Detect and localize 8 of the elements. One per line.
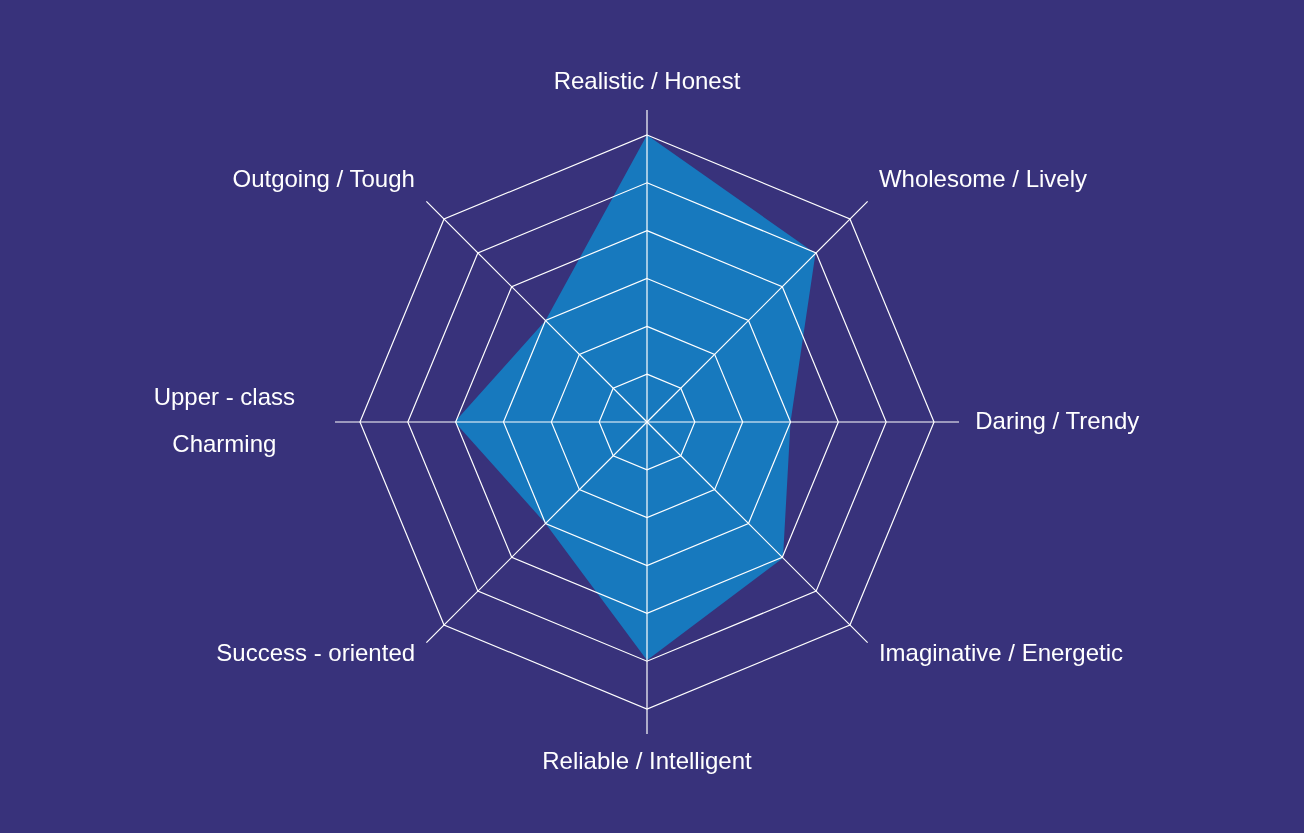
spoke-label: Upper - class Charming bbox=[153, 383, 295, 458]
spoke-label: Realistic / Honest bbox=[553, 66, 741, 94]
spoke-label: Daring / Trendy bbox=[975, 406, 1140, 434]
spoke-label: Success - oriented bbox=[216, 638, 416, 666]
spoke-label: Reliable / Intelligent bbox=[542, 746, 753, 774]
spoke-label: Wholesome / Lively bbox=[878, 164, 1088, 192]
spoke-label: Outgoing / Tough bbox=[232, 164, 415, 192]
spoke-label: Imaginative / Energetic bbox=[878, 638, 1124, 666]
